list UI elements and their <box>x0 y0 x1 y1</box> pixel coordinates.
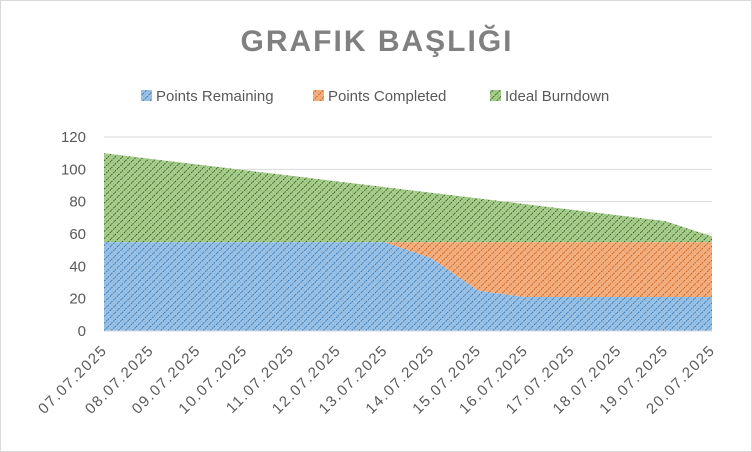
legend-label: Points Remaining <box>156 88 274 105</box>
x-axis: 07.07.202508.07.202509.07.202510.07.2025… <box>35 331 719 418</box>
area-ideal-burndown <box>104 153 712 242</box>
y-axis: 0 20 40 60 80 100 120 <box>61 129 86 340</box>
legend-swatch <box>490 90 501 101</box>
legend-swatch <box>313 90 324 101</box>
legend: Points Remaining Points Completed Ideal Bu… <box>141 88 609 105</box>
y-tick-label: 60 <box>69 226 86 243</box>
y-tick-label: 80 <box>69 194 86 211</box>
legend-item: Ideal Burndown <box>490 88 609 105</box>
legend-item: Points Remaining <box>141 88 274 105</box>
legend-label: Points Completed <box>328 88 446 105</box>
y-tick-label: 100 <box>61 161 86 178</box>
y-tick-label: 120 <box>61 129 86 146</box>
legend-label: Ideal Burndown <box>505 88 609 105</box>
legend-item: Points Completed <box>313 88 446 105</box>
y-tick-label: 40 <box>69 258 86 275</box>
y-tick-label: 0 <box>78 323 86 340</box>
y-tick-label: 20 <box>69 291 86 308</box>
chart-title: GRAFIK BAŞLIĞI <box>241 24 514 58</box>
legend-swatch <box>141 90 152 101</box>
plot-areas <box>104 153 712 331</box>
